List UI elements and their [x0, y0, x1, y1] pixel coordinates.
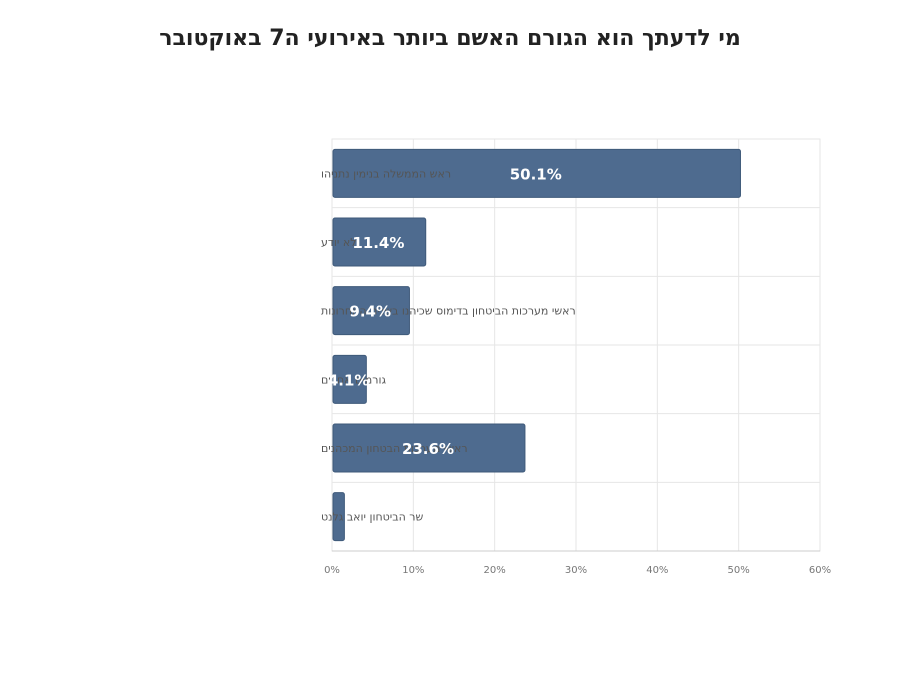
category-label: ראשי מערכות הבטחון המכהנים — [321, 442, 468, 455]
x-tick-label: 50% — [728, 565, 750, 576]
bar[interactable] — [332, 492, 345, 542]
bar[interactable] — [332, 286, 410, 336]
category-label: ראשי מערכות הביטחון בדימוס שכיהנו בשנים … — [321, 305, 576, 318]
bar[interactable] — [332, 148, 741, 198]
x-tick-label: 60% — [809, 565, 831, 576]
bar[interactable] — [332, 217, 427, 267]
x-tick-label: 40% — [646, 565, 668, 576]
bar[interactable] — [332, 354, 367, 404]
bar[interactable] — [332, 423, 526, 473]
data-label: 4.1% — [328, 371, 370, 389]
category-label: גורמים אחרים — [321, 373, 386, 386]
category-label: לא יודע — [321, 236, 356, 249]
x-tick-label: 10% — [402, 565, 424, 576]
x-tick-label: 30% — [565, 565, 587, 576]
category-label: שר הביטחון יואב גלנט — [321, 511, 424, 524]
data-label: 11.4% — [352, 234, 404, 252]
x-tick-label: 20% — [484, 565, 506, 576]
data-label: 9.4% — [349, 303, 391, 321]
category-label: ראש הממשלה בנימין נתניהו — [321, 167, 451, 180]
data-label: 50.1% — [510, 165, 562, 183]
x-tick-label: 0% — [324, 565, 340, 576]
data-label: 23.6% — [402, 440, 454, 458]
chart-title: מי לדעתך הוא הגורם האשם ביותר באירועי ה7… — [159, 26, 741, 51]
